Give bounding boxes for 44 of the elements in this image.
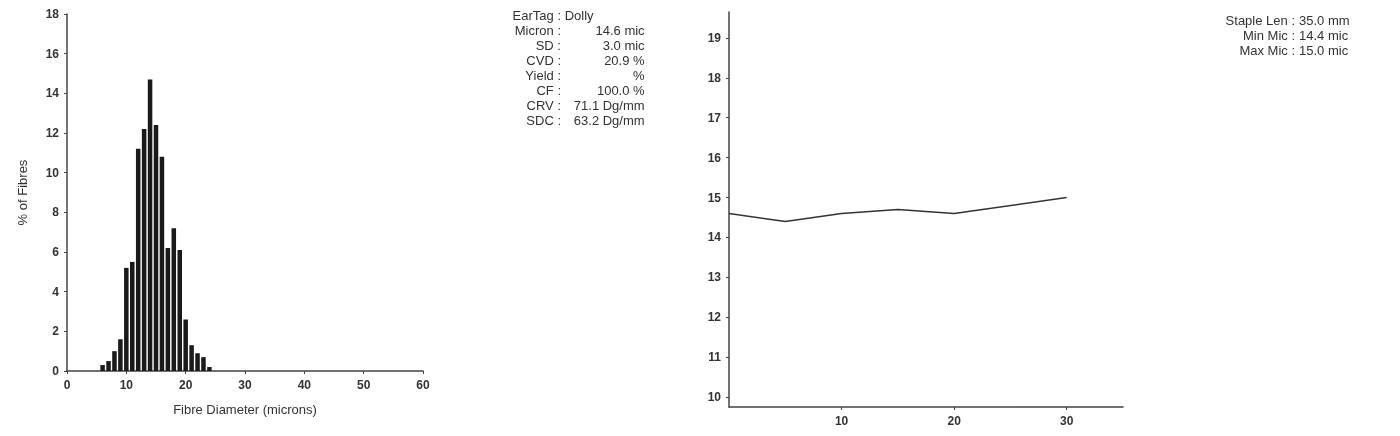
x-tick-label: 30 (1060, 414, 1074, 428)
y-tick-label: 14 (707, 230, 722, 245)
x-tick-label: 10 (834, 414, 849, 428)
text: CVD : 20.9 % (526, 53, 645, 68)
y-tick-label: 15 (707, 190, 722, 205)
text: CF : 100.0 % (536, 83, 645, 98)
x-tick-label: 20 (178, 378, 193, 392)
y-tick-label: 16 (707, 150, 722, 165)
x-tick-label: 50 (356, 378, 371, 392)
y-tick-label: 0 (52, 364, 60, 378)
y-tick-label: 12 (45, 126, 60, 140)
text: Micron : 14.6 mic (514, 23, 645, 38)
y-tick-label: 12 (707, 310, 722, 325)
text: EarTag : Dolly (511, 8, 594, 23)
x-tick-label: 20 (947, 414, 962, 428)
x-tick-label: 60 (416, 378, 430, 392)
text: SDC : 63.2 Dg/mm (525, 113, 645, 128)
text: Yield : % (525, 68, 645, 83)
text: Staple Len : 35.0 mm (1225, 13, 1350, 28)
x-tick-label: 10 (119, 378, 134, 392)
y-tick-label: 2 (52, 324, 60, 339)
y-tick-label: 16 (45, 46, 60, 61)
line-series (728, 196, 1068, 223)
y-tick-label: 10 (45, 165, 60, 180)
x-tick-label: 30 (238, 378, 252, 392)
y-tick-label: 19 (707, 30, 722, 45)
text: Min Mic : 14.4 mic (1243, 28, 1349, 43)
text: SD : 3.0 mic (535, 38, 645, 53)
y-tick-label: 4 (52, 284, 60, 299)
x-axis-title: Fibre Diameter (microns) (173, 402, 317, 417)
y-tick-label: 8 (52, 205, 60, 220)
x-tick-label: 0 (63, 378, 71, 392)
y-tick-label: 14 (45, 86, 60, 101)
y-tick-label: 18 (707, 70, 722, 85)
y-tick-label: 10 (707, 390, 722, 405)
y-axis-title: % of Fibres (15, 159, 30, 226)
y-tick-label: 11 (708, 350, 722, 365)
y-tick-label: 13 (707, 270, 722, 285)
x-tick-label: 40 (297, 378, 312, 392)
y-tick-label: 6 (52, 245, 60, 259)
text: Max Mic : 15.0 mic (1239, 43, 1349, 58)
y-tick-label: 18 (45, 7, 60, 21)
text: CRV : 71.1 Dg/mm (525, 98, 645, 113)
y-tick-label: 17 (707, 110, 722, 125)
